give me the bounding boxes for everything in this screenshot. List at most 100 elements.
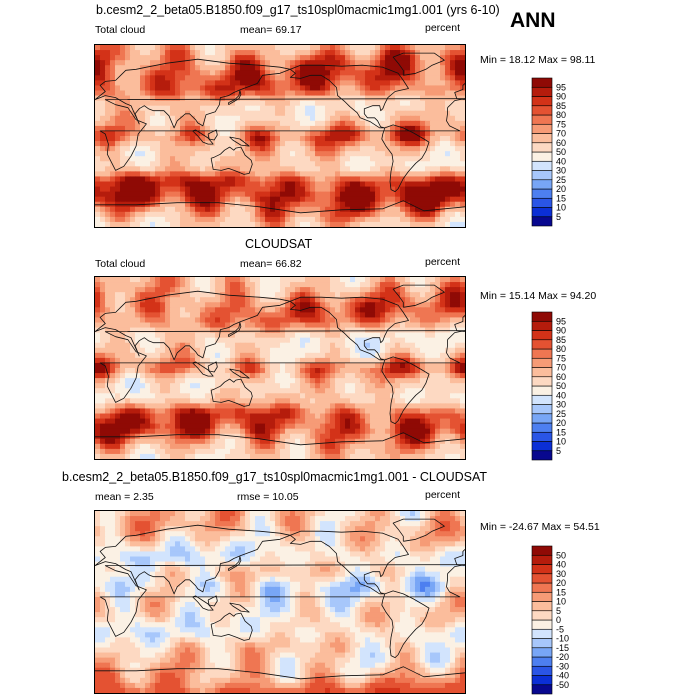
heatmap-cell [290, 221, 296, 227]
heatmap-cell [330, 136, 336, 142]
heatmap-cell [180, 292, 186, 298]
heatmap-cell [155, 125, 161, 132]
heatmap-cell [410, 398, 416, 404]
heatmap-cell [95, 337, 101, 344]
heatmap-cell [180, 151, 186, 157]
heatmap-cell [115, 90, 121, 97]
heatmap-cell [160, 403, 166, 410]
heatmap-cell [430, 125, 436, 132]
heatmap-cell [125, 277, 131, 283]
heatmap-cell [445, 100, 451, 107]
heatmap-cell [350, 196, 356, 203]
heatmap-cell [125, 312, 131, 319]
heatmap-cell [405, 347, 411, 354]
heatmap-cell [150, 317, 156, 324]
heatmap-cell [390, 277, 396, 283]
heatmap-cell [95, 282, 101, 288]
heatmap-cell [360, 186, 366, 193]
heatmap-cell [340, 115, 346, 122]
heatmap-cell [280, 136, 286, 142]
heatmap-cell [450, 413, 456, 420]
heatmap-cell [260, 347, 266, 354]
heatmap-cell [210, 216, 216, 223]
heatmap-cell [210, 362, 216, 369]
heatmap-cell [375, 75, 381, 81]
heatmap-cell [195, 196, 201, 203]
heatmap-cell [210, 277, 216, 283]
heatmap-cell [200, 85, 206, 92]
heatmap-cell [375, 287, 381, 293]
heatmap-cell [320, 373, 326, 379]
heatmap-cell [200, 347, 206, 354]
heatmap-cell [305, 388, 311, 394]
heatmap-cell [190, 352, 196, 359]
heatmap-cell [430, 80, 436, 87]
heatmap-cell [450, 196, 456, 203]
heatmap-cell [120, 60, 126, 66]
heatmap-cell [345, 125, 351, 132]
heatmap-cell [345, 352, 351, 359]
heatmap-cell [250, 352, 256, 359]
heatmap-cell [230, 191, 236, 198]
heatmap-cell [175, 75, 181, 81]
heatmap-cell [130, 181, 136, 188]
heatmap-cell [355, 277, 361, 283]
heatmap-cell [285, 85, 291, 92]
heatmap-cell [170, 413, 176, 420]
heatmap-cell [205, 60, 211, 66]
heatmap-cell [185, 322, 191, 329]
heatmap-cell [400, 156, 406, 162]
heatmap-cell [320, 352, 326, 359]
heatmap-cell [400, 418, 406, 425]
heatmap-cell [245, 322, 251, 329]
heatmap-cell [115, 362, 121, 369]
heatmap-cell [460, 110, 465, 117]
heatmap-cell [390, 65, 396, 71]
heatmap-cell [370, 292, 376, 298]
heatmap-cell [415, 186, 421, 193]
heatmap-cell [110, 115, 116, 122]
heatmap-cell [210, 201, 216, 208]
heatmap-cell [445, 115, 451, 122]
heatmap-cell [125, 60, 131, 66]
heatmap-cell [170, 418, 176, 425]
heatmap-cell [325, 176, 331, 183]
heatmap-cell [270, 221, 276, 227]
heatmap-cell [155, 362, 161, 369]
heatmap-cell [235, 423, 241, 430]
heatmap-cell [210, 428, 216, 435]
heatmap-cell [435, 45, 441, 51]
heatmap-cell [340, 105, 346, 112]
heatmap-cell [455, 70, 461, 76]
heatmap-cell [200, 65, 206, 71]
heatmap-cell [415, 287, 421, 293]
heatmap-cell [325, 388, 331, 394]
heatmap-cell [445, 45, 451, 51]
heatmap-cell [450, 201, 456, 208]
heatmap-cell [370, 85, 376, 92]
heatmap-cell [340, 413, 346, 420]
heatmap-cell [370, 136, 376, 142]
heatmap-cell [450, 141, 456, 147]
heatmap-cell [390, 357, 396, 364]
heatmap-cell [165, 211, 171, 218]
heatmap-cell [420, 383, 426, 389]
heatmap-cell [260, 297, 266, 303]
heatmap-cell [225, 347, 231, 354]
heatmap-cell [190, 302, 196, 308]
heatmap-cell [210, 45, 216, 51]
heatmap-cell [345, 388, 351, 394]
heatmap-cell [335, 136, 341, 142]
heatmap-cell [350, 216, 356, 223]
heatmap-cell [185, 161, 191, 167]
heatmap-cell [440, 297, 446, 303]
heatmap-cell [120, 423, 126, 430]
heatmap-cell [170, 156, 176, 162]
heatmap-cell [310, 105, 316, 112]
heatmap-cell [415, 146, 421, 152]
heatmap-cell [405, 221, 411, 227]
heatmap-cell [105, 130, 111, 137]
heatmap-cell [365, 403, 371, 410]
heatmap-cell [135, 322, 141, 329]
heatmap-cell [160, 327, 166, 334]
